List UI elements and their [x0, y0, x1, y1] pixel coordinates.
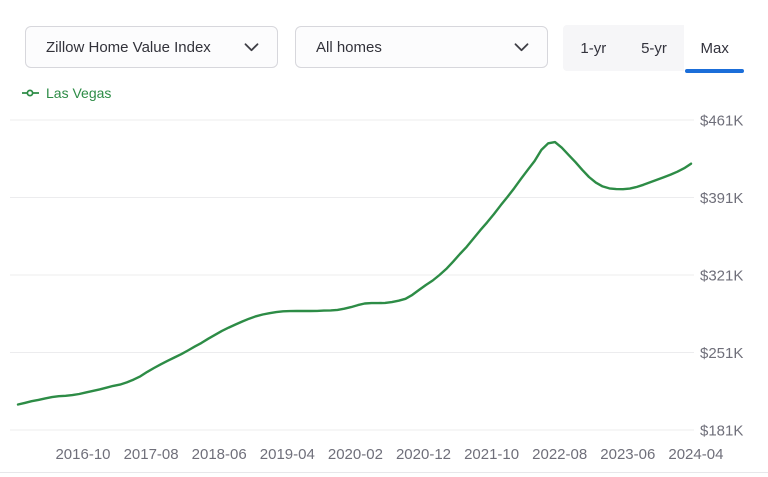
y-axis-label: $321K [700, 268, 743, 285]
tab-max-label: Max [700, 39, 729, 57]
home-type-dropdown[interactable]: All homes [295, 26, 548, 68]
y-axis-label: $461K [700, 113, 743, 130]
x-axis-label: 2023-06 [600, 446, 655, 463]
bottom-divider [0, 472, 768, 473]
x-axis-label: 2019-04 [260, 446, 315, 463]
active-tab-underline [685, 69, 745, 73]
series-marker-icon [22, 88, 39, 98]
home-type-dropdown-value: All homes [316, 38, 382, 56]
x-axis-label: 2020-02 [328, 446, 383, 463]
x-axis-label: 2018-06 [192, 446, 247, 463]
tab-1yr[interactable]: 1-yr [563, 25, 624, 71]
legend[interactable]: Las Vegas [22, 84, 111, 102]
tab-5yr[interactable]: 5-yr [624, 25, 685, 71]
x-axis-label: 2021-10 [464, 446, 519, 463]
time-range-tab-group: 1-yr 5-yr Max [563, 25, 746, 73]
tab-5yr-label: 5-yr [641, 39, 667, 57]
series-line-las-vegas[interactable] [16, 140, 693, 406]
x-axis-label: 2022-08 [532, 446, 587, 463]
y-axis-label: $391K [700, 190, 743, 207]
x-axis-label: 2017-08 [124, 446, 179, 463]
metric-dropdown[interactable]: Zillow Home Value Index [25, 26, 278, 68]
tab-1yr-label: 1-yr [580, 39, 607, 57]
y-axis-label: $251K [700, 345, 743, 362]
x-axis-label: 2016-10 [55, 446, 110, 463]
chevron-down-icon [244, 42, 259, 52]
metric-dropdown-value: Zillow Home Value Index [46, 38, 211, 56]
tab-max[interactable]: Max [684, 25, 746, 73]
x-axis-label: 2024-04 [668, 446, 723, 463]
legend-series-label: Las Vegas [46, 85, 112, 101]
x-axis-label: 2020-12 [396, 446, 451, 463]
y-axis-label: $181K [700, 423, 743, 440]
chevron-down-icon [514, 42, 529, 52]
